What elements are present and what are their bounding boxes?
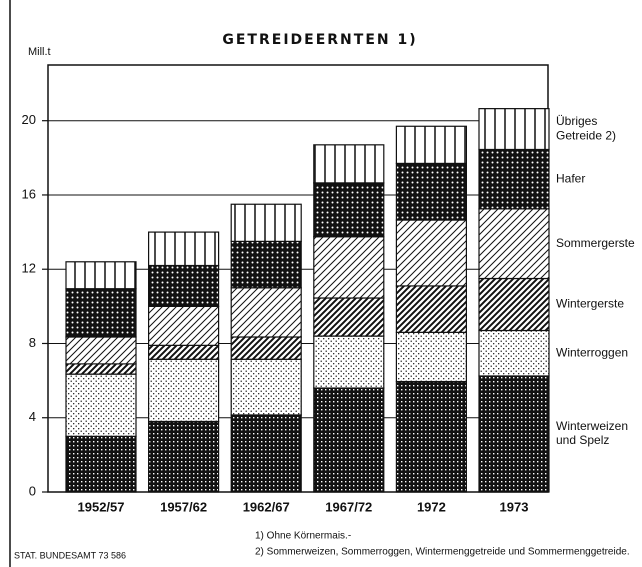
y-tick-label: 16	[22, 186, 36, 201]
x-tick-label: 1973	[500, 499, 529, 514]
bar-segment	[395, 219, 467, 287]
footnote: 2) Sommerweizen, Sommerroggen, Wintermen…	[255, 547, 630, 558]
bar-segment	[65, 435, 137, 493]
footnote: 1) Ohne Körnermais.-	[255, 531, 351, 542]
y-tick-label: 4	[29, 409, 36, 424]
bar-segment	[313, 236, 385, 299]
x-tick-label: 1957/62	[160, 499, 207, 514]
chart-title: GETREIDEERNTEN 1)	[222, 32, 417, 48]
bar-segment	[313, 144, 385, 184]
bar-segment	[65, 373, 137, 437]
bar-segment	[148, 264, 220, 307]
bar-segment	[148, 358, 220, 423]
bar-segment	[230, 336, 302, 360]
bar-segment	[148, 231, 220, 267]
bar-segment	[65, 288, 137, 338]
bar-segment	[478, 277, 550, 332]
legend-label: Wintergerste	[556, 297, 624, 311]
bar-segment	[395, 285, 467, 333]
bar-segment	[313, 297, 385, 337]
bar-segment	[65, 261, 137, 290]
bar-segment	[148, 344, 220, 360]
bar-segment	[148, 305, 220, 346]
legend-label: Winterroggen	[556, 345, 628, 359]
bar-segment	[313, 182, 385, 238]
y-tick-label: 12	[22, 261, 36, 276]
bar-segment	[395, 331, 467, 383]
bar-segment	[148, 420, 220, 493]
bar-segment	[478, 108, 550, 151]
bar-segment	[478, 208, 550, 280]
y-tick-label: 8	[29, 335, 36, 350]
bar-segment	[478, 375, 550, 493]
y-tick-label: 20	[22, 112, 36, 127]
legend-label: Sommergerste	[556, 236, 635, 250]
bar-segment	[313, 335, 385, 389]
bar-segment	[230, 240, 302, 289]
x-tick-label: 1962/67	[243, 499, 290, 514]
bar-segment	[230, 358, 302, 416]
x-tick-label: 1952/57	[78, 499, 125, 514]
bar-segment	[230, 287, 302, 338]
bar-segment	[65, 363, 137, 375]
bar-segment	[478, 148, 550, 210]
legend-label: Winterweizen und Spelz	[556, 419, 628, 447]
bar-segment	[230, 414, 302, 493]
x-tick-label: 1967/72	[325, 499, 372, 514]
source: STAT. BUNDESAMT 73 586	[14, 550, 126, 560]
bar-segment	[230, 203, 302, 242]
bar-segment	[395, 125, 467, 164]
x-tick-label: 1972	[417, 499, 446, 514]
bar-segment	[478, 329, 550, 377]
bar-segment	[395, 162, 467, 221]
y-axis-label: Mill.t	[28, 46, 51, 58]
y-tick-label: 0	[29, 483, 36, 498]
legend-label: Übriges Getreide 2)	[556, 114, 616, 142]
bar-segment	[65, 336, 137, 365]
bar-segment	[395, 380, 467, 493]
bar-segment	[313, 387, 385, 493]
legend-label: Hafer	[556, 171, 585, 185]
